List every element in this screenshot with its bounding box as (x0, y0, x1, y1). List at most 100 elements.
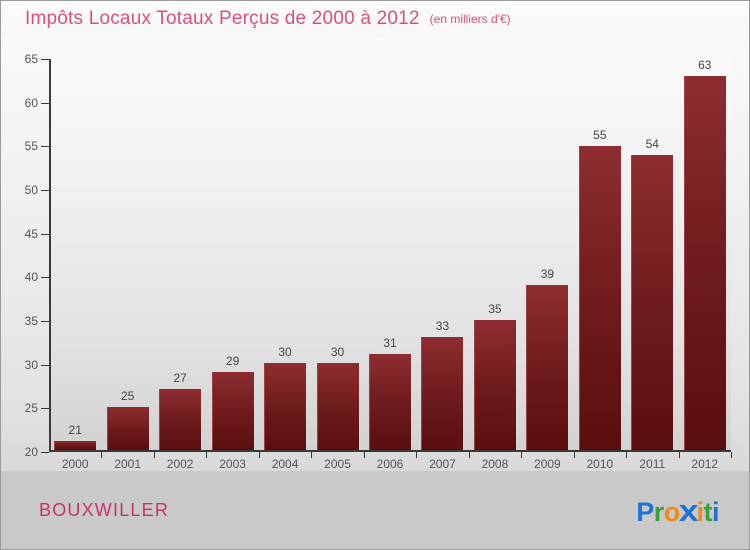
bar-group[interactable]: 30 2004 (264, 345, 307, 471)
y-axis-tick-label: 50 (24, 183, 38, 197)
bar-group[interactable]: 55 2010 (578, 128, 621, 471)
x-axis-tick (731, 452, 732, 458)
bar[interactable] (369, 354, 411, 450)
bar-value-label: 25 (121, 388, 135, 403)
bar[interactable] (106, 406, 149, 450)
y-axis-tick (41, 190, 49, 191)
bar-value-label: 39 (540, 266, 555, 281)
y-axis-tick (41, 364, 49, 366)
logo-letter: o (663, 496, 681, 527)
plot-area: 20 25 30 35 40 45 50 55 60 65 21 2000 25 2001 27 2002 2… (25, 52, 732, 471)
y-axis-line (49, 59, 51, 452)
y-axis-tick-label: 25 (24, 401, 38, 416)
x-axis-tick-label: 2000 (61, 457, 89, 471)
x-axis-tick (363, 452, 365, 458)
bar[interactable] (211, 371, 254, 450)
x-axis-tick (258, 452, 260, 458)
x-axis-tick (416, 452, 418, 458)
bar-group[interactable]: 29 2003 (211, 354, 254, 471)
bar[interactable] (578, 145, 621, 450)
bar-value-label: 54 (645, 136, 659, 151)
bar-group[interactable]: 39 2009 (526, 267, 569, 471)
bar-group[interactable]: 31 2006 (369, 336, 411, 471)
bar-value-label: 29 (225, 353, 240, 368)
x-axis-tick (101, 452, 103, 458)
y-axis-tick (41, 102, 49, 104)
bar-value-label: 33 (435, 319, 450, 334)
y-axis-tick (41, 59, 49, 60)
bar-value-label: 31 (383, 336, 397, 351)
bar-group[interactable]: 30 2005 (316, 345, 359, 471)
bar[interactable] (264, 363, 307, 450)
bar-value-label: 63 (698, 58, 712, 73)
bar-group[interactable]: 63 2012 (683, 58, 726, 471)
y-axis-tick (41, 452, 49, 453)
y-axis-tick-label: 30 (24, 357, 38, 372)
x-axis-tick-label: 2002 (166, 457, 194, 471)
y-axis-tick (41, 146, 49, 148)
x-axis-tick (573, 452, 575, 458)
bar[interactable] (159, 389, 202, 450)
bar[interactable] (631, 154, 674, 450)
bar-value-label: 35 (488, 301, 502, 316)
bar[interactable] (526, 284, 569, 450)
page-title: Impôts Locaux Totaux Perçus de 2000 à 20… (25, 8, 420, 29)
bar[interactable] (54, 441, 97, 450)
x-axis-tick (521, 452, 523, 458)
y-axis-tick (41, 233, 49, 235)
x-axis-tick-label: 2008 (481, 457, 509, 471)
y-axis-tick-label: 35 (24, 314, 38, 328)
bar[interactable] (421, 337, 464, 450)
logo-letter: x (678, 492, 698, 528)
x-axis-tick-label: 2003 (219, 457, 246, 471)
x-axis-tick-label: 2005 (324, 457, 351, 471)
bar[interactable] (683, 76, 726, 450)
chart-units-subtitle: (en milliers d'€) (429, 11, 511, 26)
bar-group[interactable]: 25 2001 (106, 389, 149, 471)
y-axis-tick-label: 60 (24, 95, 38, 110)
x-axis-tick-label: 2012 (691, 457, 719, 471)
bar-group[interactable]: 54 2011 (631, 137, 674, 471)
y-axis-tick-label: 55 (24, 139, 38, 154)
y-axis-tick-label: 40 (24, 270, 38, 285)
y-axis-tick (41, 408, 49, 410)
logo-letter: i (711, 496, 720, 527)
bar-value-label: 30 (330, 345, 345, 360)
commune-label: BOUXWILLER (39, 499, 170, 520)
bar-group[interactable]: 33 2007 (421, 319, 464, 471)
x-axis-tick (311, 452, 313, 458)
x-axis-tick-label: 2007 (429, 457, 456, 471)
bar-value-label: 21 (68, 423, 82, 438)
bar-value-label: 30 (278, 345, 292, 360)
x-axis-tick (626, 452, 628, 458)
y-axis-tick-label: 65 (24, 52, 38, 66)
chart-header: Impôts Locaux Totaux Perçus de 2000 à 20… (1, 1, 749, 37)
x-axis-tick-label: 2006 (376, 457, 404, 471)
x-axis-tick-label: 2009 (534, 457, 561, 471)
logo-letter: r (653, 496, 665, 527)
bar-group[interactable]: 35 2008 (473, 302, 516, 471)
x-axis-tick-label: 2001 (114, 457, 142, 471)
logo-letter: P (636, 496, 654, 527)
logo-letter: t (703, 496, 712, 527)
y-axis-tick-label: 45 (24, 226, 38, 241)
x-axis-tick (153, 452, 155, 458)
y-axis-tick (41, 321, 49, 322)
y-axis-tick (41, 277, 49, 279)
x-axis-tick-label: 2011 (639, 457, 666, 471)
bar-group[interactable]: 21 2000 (54, 423, 97, 471)
bar-value-label: 27 (173, 371, 187, 386)
x-axis-tick (468, 452, 470, 458)
bar[interactable] (473, 319, 516, 450)
bar-value-label: 55 (593, 127, 607, 142)
bar[interactable] (316, 363, 359, 450)
bar-group[interactable]: 27 2002 (159, 371, 202, 471)
x-axis-tick-label: 2010 (586, 457, 614, 471)
y-axis-tick-label: 20 (24, 445, 38, 459)
x-axis-tick (678, 452, 680, 458)
x-axis-tick-label: 2004 (271, 457, 299, 471)
logo-letter: i (696, 496, 704, 527)
